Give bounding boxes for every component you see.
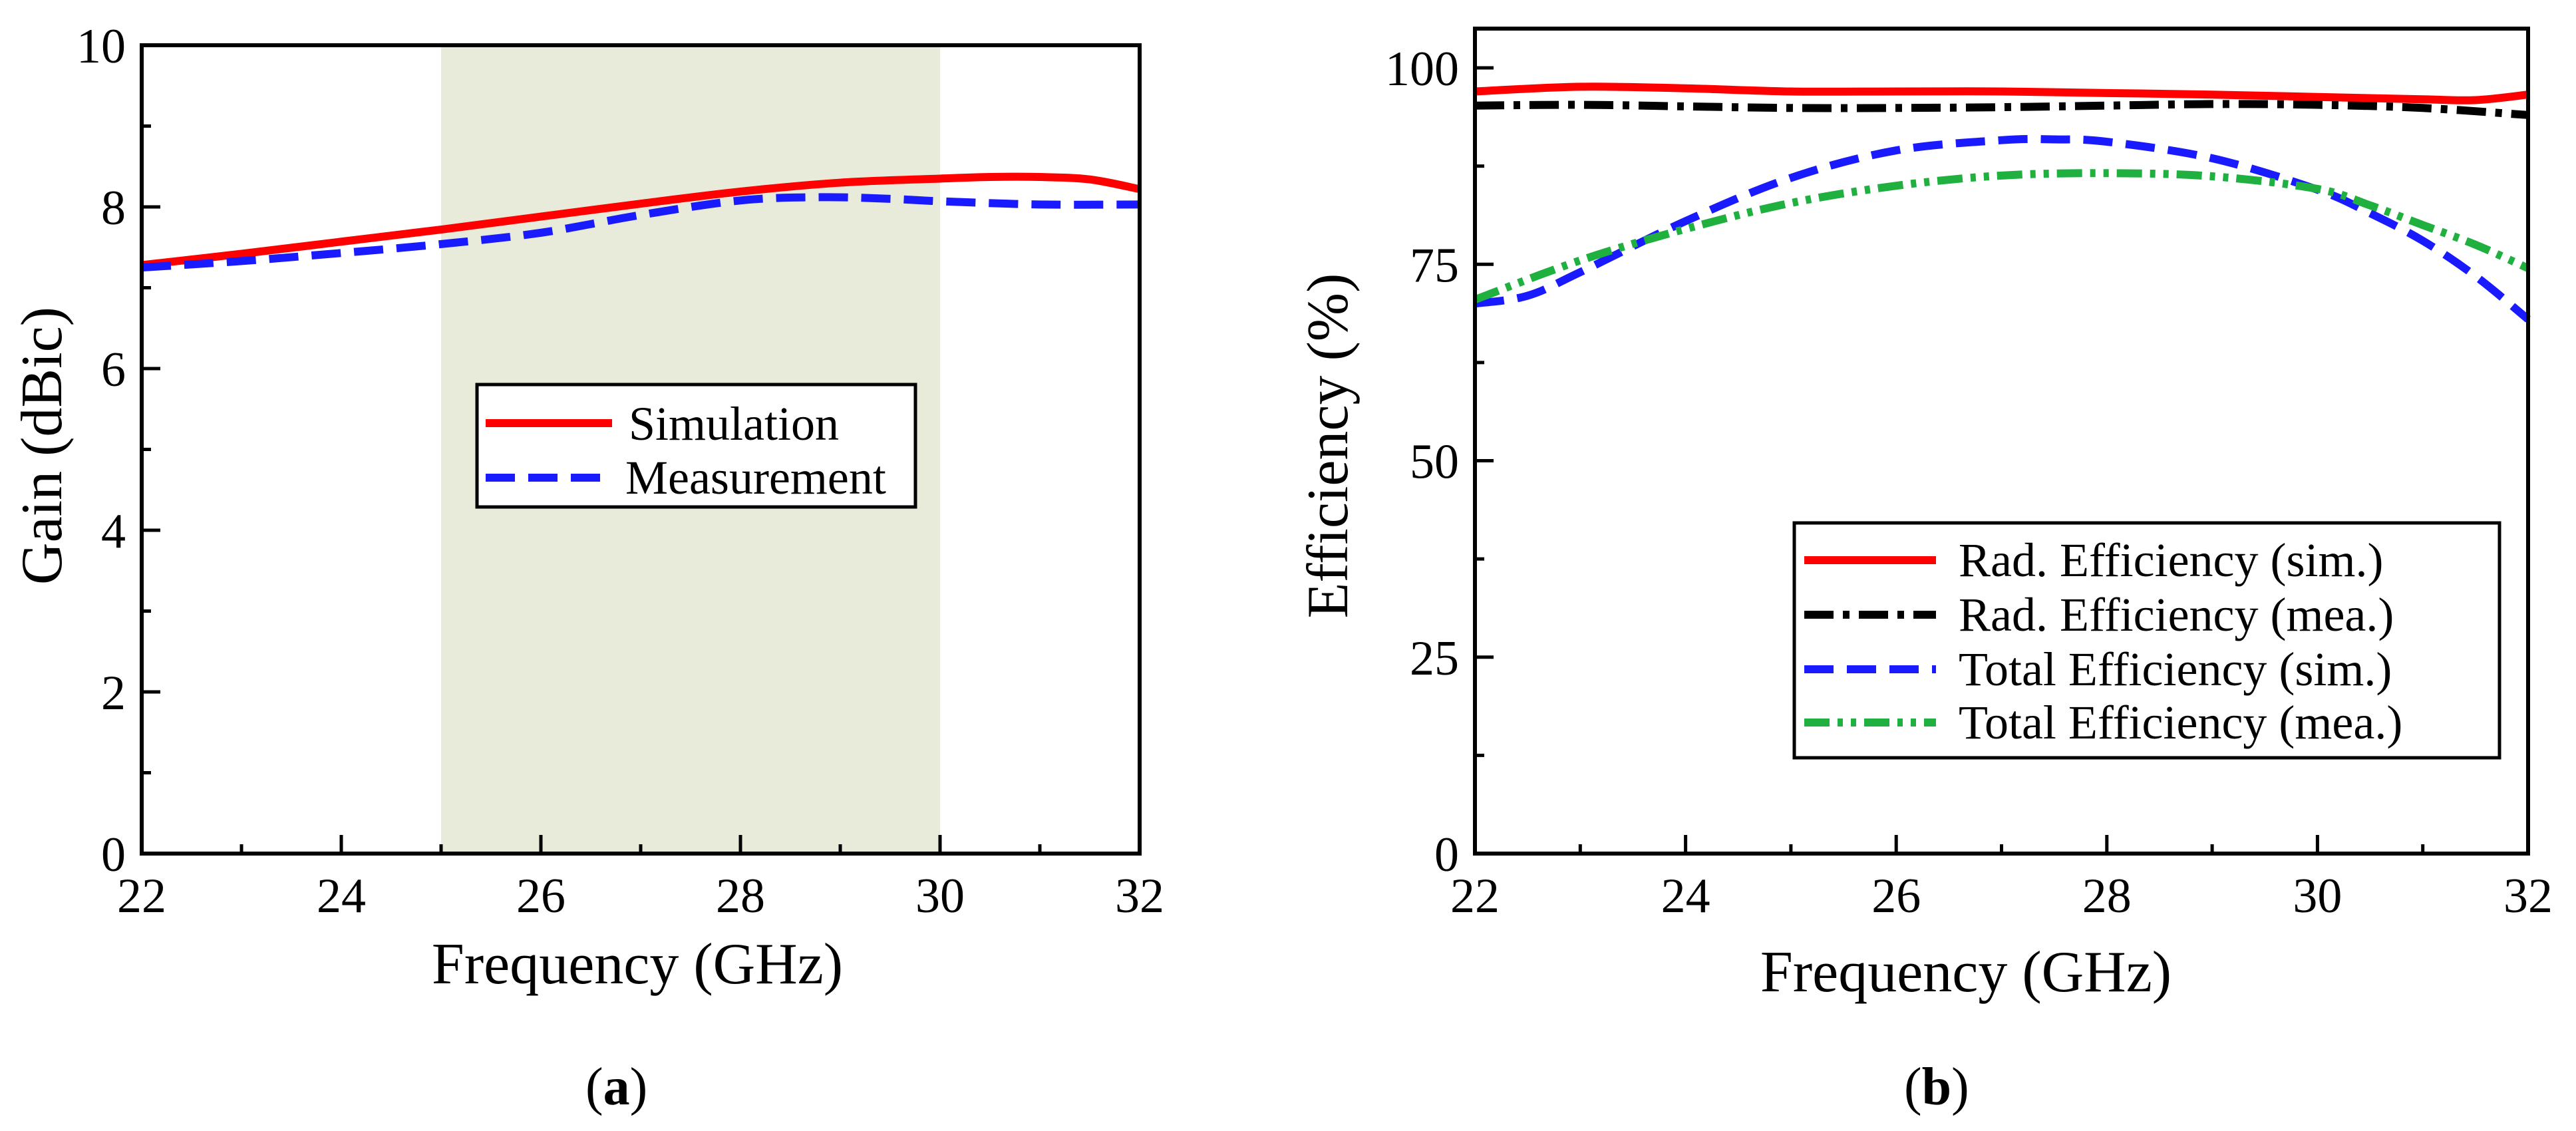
x-tick-label: 22 [117, 869, 166, 923]
y-tick-label: 4 [101, 504, 126, 559]
legend-label-simulation: Simulation [629, 397, 839, 450]
x-tick-label: 30 [915, 869, 965, 923]
y-tick-label: 8 [101, 181, 126, 236]
panel-b-efficiency-chart: 22 24 26 28 30 32 0 25 50 75 100 Frequency (GHz) E… [1296, 27, 2553, 1116]
x-tick-label: 26 [1871, 869, 1921, 923]
x-tick-label: 28 [716, 869, 765, 923]
panel-a-x-axis-title: Frequency (GHz) [432, 932, 843, 997]
panel-a-caption: (a) [585, 1058, 647, 1116]
series-line-rad-efficiency-sim [1474, 82, 2529, 104]
y-tick-label: 75 [1410, 238, 1459, 293]
x-tick-label: 32 [1115, 869, 1164, 923]
series-line-total-efficiency-mea [1473, 169, 2530, 304]
legend-label-rad-eff-sim: Rad. Efficiency (sim.) [1959, 534, 2383, 587]
x-tick-label: 24 [317, 869, 366, 923]
series-line-rad-efficiency-mea [1474, 100, 2529, 119]
series-line-simulation [141, 172, 1141, 269]
panel-b-series [1473, 82, 2531, 323]
panel-a-y-axis-title: Gain (dBic) [10, 307, 75, 585]
legend-label-total-eff-mea: Total Efficiency (mea.) [1959, 696, 2402, 749]
x-tick-label: 30 [2293, 869, 2342, 923]
legend-label-measurement: Measurement [625, 451, 886, 504]
y-tick-label: 0 [101, 828, 126, 882]
panel-a-legend: Simulation Measurement [475, 383, 917, 509]
series-line-measurement [141, 193, 1140, 272]
panel-b-plot-frame [1473, 27, 2530, 856]
panel-b-x-axis-title: Frequency (GHz) [1760, 940, 2172, 1005]
panel-b-legend: Rad. Efficiency (sim.) Rad. Efficiency (… [1792, 521, 2501, 760]
panel-a-plot-frame [140, 43, 1142, 856]
panel-b-y-axis-title: Efficiency (%) [1296, 273, 1361, 619]
y-tick-label: 50 [1410, 435, 1459, 490]
y-tick-label: 0 [1434, 828, 1459, 882]
panel-b-caption: (b) [1904, 1058, 1969, 1116]
y-tick-label: 10 [77, 19, 126, 74]
y-tick-label: 100 [1385, 42, 1459, 96]
legend-label-total-eff-sim: Total Efficiency (sim.) [1959, 643, 2392, 696]
x-tick-label: 26 [516, 869, 565, 923]
panel-b-tick-labels: 22 24 26 28 30 32 0 25 50 75 100 [1385, 42, 2553, 923]
series-line-total-efficiency-sim [1474, 134, 2531, 323]
panel-a-series [141, 172, 1141, 272]
y-tick-label: 25 [1410, 631, 1459, 686]
x-tick-label: 24 [1661, 869, 1710, 923]
legend-label-rad-eff-mea: Rad. Efficiency (mea.) [1959, 588, 2394, 641]
x-tick-label: 28 [2082, 869, 2132, 923]
panel-a-legend-box [475, 383, 917, 509]
panel-b-ticks [1473, 66, 2530, 856]
x-tick-label: 22 [1450, 869, 1500, 923]
x-tick-label: 32 [2503, 869, 2553, 923]
y-tick-label: 2 [101, 666, 126, 721]
y-tick-label: 6 [101, 343, 126, 397]
